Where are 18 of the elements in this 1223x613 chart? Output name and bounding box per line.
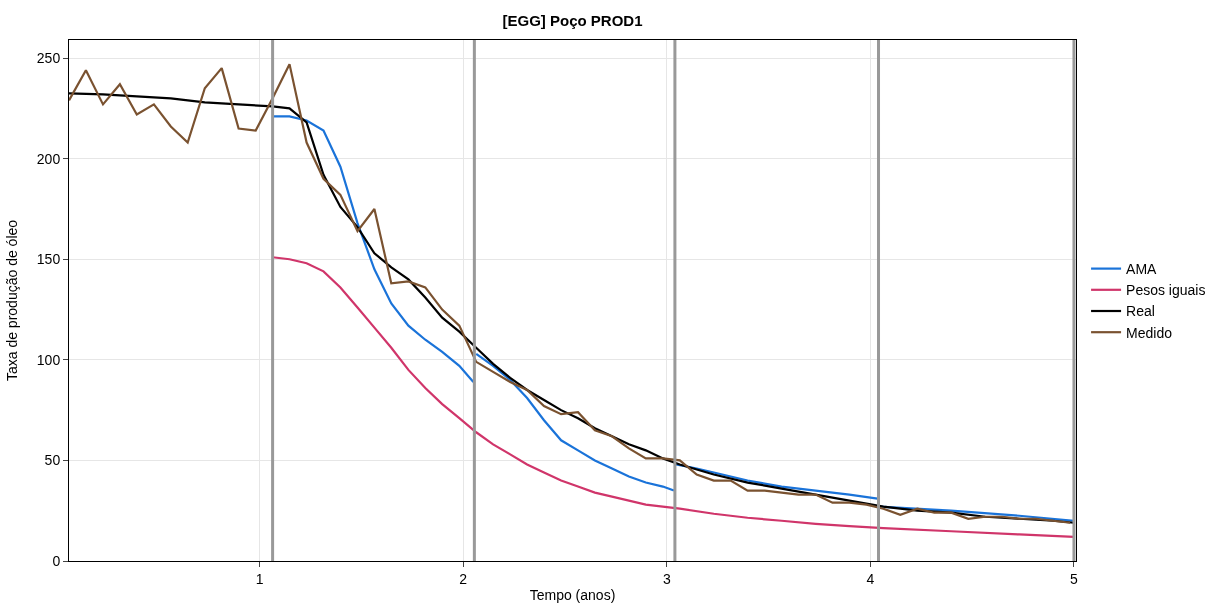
x-tick-label: 5: [1070, 570, 1079, 587]
y-tick-label: 250: [36, 50, 61, 66]
x-axis-title: Tempo (anos): [529, 587, 616, 604]
y-tick-label: 0: [52, 552, 61, 569]
y-tick-label: 200: [36, 150, 61, 167]
legend-label: AMA: [1126, 261, 1158, 278]
chart-title: [EGG] Poço PROD1: [502, 11, 643, 29]
y-tick-label: 100: [36, 351, 61, 368]
legend-label: Real: [1126, 303, 1155, 320]
x-tick-label: 4: [866, 570, 875, 587]
x-tick-label: 1: [255, 570, 264, 587]
y-tick-label: 150: [36, 251, 61, 268]
legend-label: Pesos iguais: [1126, 282, 1206, 299]
y-tick-label: 50: [44, 452, 61, 469]
y-axis-title: Taxa de produção de óleo: [4, 219, 21, 382]
x-tick-label: 3: [662, 570, 671, 587]
x-tick-label: 2: [459, 570, 468, 587]
legend-label: Medido: [1126, 324, 1173, 341]
